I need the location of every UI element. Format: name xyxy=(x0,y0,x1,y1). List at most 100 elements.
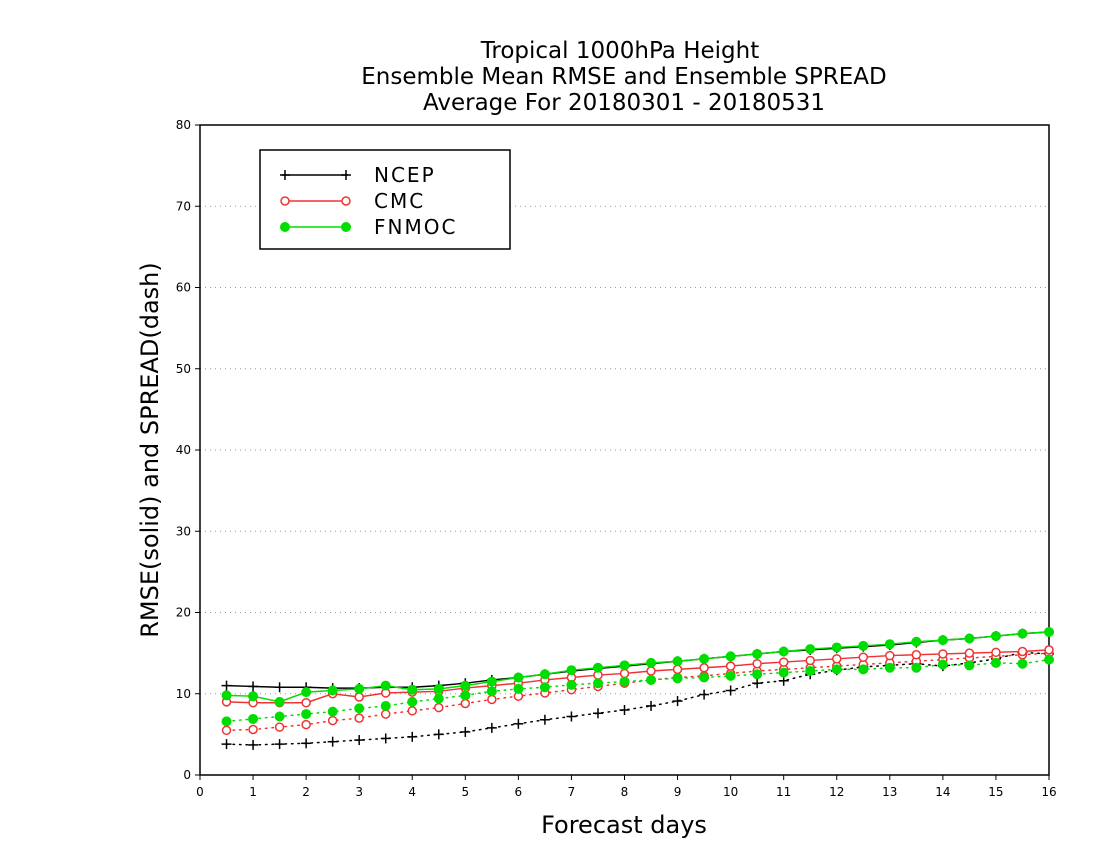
cmc-rmse-point xyxy=(858,652,869,662)
fnmoc-rmse-point xyxy=(831,642,842,653)
x-tick-label: 9 xyxy=(674,785,682,799)
cmc-spread-point xyxy=(248,724,258,735)
x-tick-label: 3 xyxy=(355,785,363,799)
fnmoc-rmse-point xyxy=(460,680,471,691)
fnmoc-spread-point xyxy=(513,683,524,694)
fnmoc-spread-point xyxy=(460,690,471,701)
legend-item-ncep: NCEP xyxy=(280,163,434,187)
y-tick-label: 30 xyxy=(176,524,191,538)
cmc-rmse-point xyxy=(301,697,311,708)
fnmoc-rmse-point xyxy=(911,636,922,647)
fnmoc-spread-point xyxy=(778,667,789,678)
cmc-rmse-point xyxy=(699,663,709,673)
fnmoc-spread-point xyxy=(725,670,736,681)
fnmoc-rmse-point xyxy=(274,696,285,707)
fnmoc-rmse-point xyxy=(1017,628,1028,639)
cmc-rmse-point xyxy=(725,661,736,671)
fnmoc-rmse-point xyxy=(327,685,338,696)
x-axis-ticks: 0 1 2 3 4 5 6 7 8 9 10 11 12 13 14 15 16 xyxy=(196,775,1057,799)
ncep-spread-point xyxy=(646,700,657,711)
y-tick-label: 80 xyxy=(176,118,191,132)
ncep-rmse-point xyxy=(221,680,232,691)
cmc-rmse-point xyxy=(805,655,815,666)
x-tick-label: 10 xyxy=(723,785,738,799)
series-layer xyxy=(221,627,1054,750)
fnmoc-rmse-point xyxy=(858,640,869,651)
cmc-rmse-point xyxy=(991,647,1001,658)
legend-box xyxy=(259,149,511,250)
legend-marker-right xyxy=(341,170,351,180)
y-tick-label: 0 xyxy=(183,768,191,782)
fnmoc-rmse-point xyxy=(699,653,710,664)
fnmoc-spread-point xyxy=(274,711,285,722)
fnmoc-spread-point xyxy=(805,666,816,676)
y-tick-label: 70 xyxy=(176,199,191,213)
fnmoc-rmse-point xyxy=(646,657,657,668)
cmc-rmse-point xyxy=(1017,646,1028,657)
ncep-spread-point xyxy=(619,705,630,715)
cmc-rmse-point xyxy=(778,657,789,667)
cmc-rmse-point xyxy=(646,666,656,676)
x-tick-label: 11 xyxy=(776,785,791,799)
fnmoc-rmse-point xyxy=(486,676,497,687)
fnmoc-rmse-point xyxy=(433,683,444,694)
x-tick-label: 15 xyxy=(988,785,1003,799)
ncep-spread-point xyxy=(592,708,603,719)
cmc-spread-point xyxy=(460,698,471,709)
ncep-spread-point xyxy=(407,731,418,742)
fnmoc-spread-point xyxy=(592,678,603,689)
legend-marker-right xyxy=(341,222,351,232)
y-tick-label: 40 xyxy=(176,443,191,457)
y-tick-label: 20 xyxy=(176,606,191,620)
fnmoc-rmse-point xyxy=(752,648,763,659)
fnmoc-spread-point xyxy=(619,676,630,687)
x-tick-label: 14 xyxy=(935,785,950,799)
fnmoc-rmse-point xyxy=(725,651,736,662)
cmc-spread-point xyxy=(221,725,232,736)
fnmoc-spread-point xyxy=(486,686,497,697)
ncep-rmse-point xyxy=(274,682,285,693)
cmc-rmse-point xyxy=(911,650,922,660)
fnmoc-rmse-point xyxy=(221,690,232,701)
ncep-spread-point xyxy=(221,739,232,750)
legend-marker-left xyxy=(280,222,290,232)
cmc-rmse-point xyxy=(885,650,895,661)
x-axis-label: Forecast days xyxy=(541,811,707,839)
cmc-spread-point xyxy=(380,709,391,719)
ncep-spread-point xyxy=(248,739,259,750)
ncep-spread-point xyxy=(752,678,763,689)
cmc-spread-point xyxy=(301,719,311,730)
chart-title-line-1: Tropical 1000hPa Height xyxy=(480,38,760,64)
cmc-spread-point xyxy=(434,702,444,713)
legend-item-cmc: CMC xyxy=(280,189,423,213)
fnmoc-spread-point xyxy=(327,706,338,717)
grid xyxy=(200,205,1049,695)
fnmoc-rmse-point xyxy=(380,680,391,691)
fnmoc-rmse-point xyxy=(407,684,418,695)
y-tick-label: 60 xyxy=(176,281,191,295)
series-fnmoc xyxy=(221,627,1054,727)
fnmoc-rmse-point xyxy=(964,633,975,644)
ncep-spread-point xyxy=(460,726,471,737)
ncep-spread-point xyxy=(274,739,285,750)
fnmoc-spread-point xyxy=(646,674,657,685)
chart-title-line-2: Ensemble Mean RMSE and Ensemble SPREAD xyxy=(361,64,886,90)
fnmoc-spread-point xyxy=(1017,658,1028,669)
fnmoc-spread-point xyxy=(964,660,975,671)
fnmoc-rmse-point xyxy=(1044,627,1054,637)
cmc-rmse-point xyxy=(1044,645,1054,655)
fnmoc-rmse-point xyxy=(301,687,312,698)
cmc-rmse-point xyxy=(832,654,842,664)
fnmoc-spread-point xyxy=(380,700,391,711)
fnmoc-rmse-point xyxy=(778,646,789,657)
fnmoc-spread-point xyxy=(248,713,259,724)
fnmoc-spread-point xyxy=(301,709,312,720)
fnmoc-rmse-point xyxy=(619,660,630,671)
fnmoc-spread-point xyxy=(990,657,1001,668)
fnmoc-rmse-point xyxy=(990,631,1001,642)
legend-item-fnmoc: FNMOC xyxy=(280,215,455,239)
y-axis-label: RMSE(solid) and SPREAD(dash) xyxy=(136,262,164,638)
